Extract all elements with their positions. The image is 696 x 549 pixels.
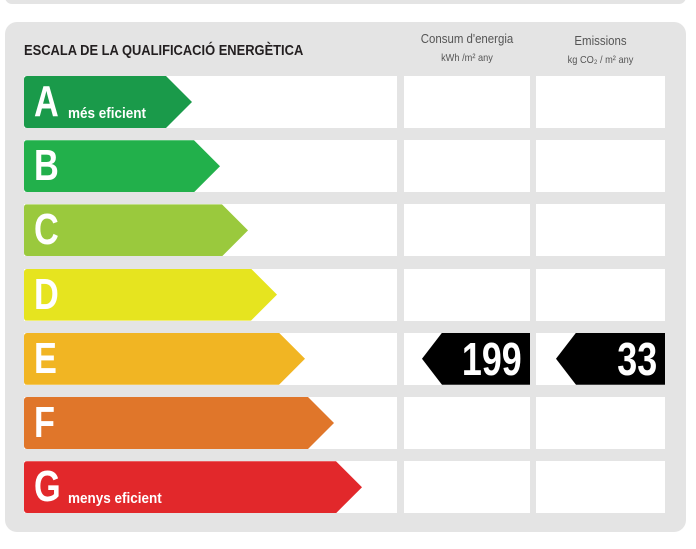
rating-letter: D (34, 269, 59, 319)
consumption-cell (404, 76, 530, 128)
previous-panel-edge (5, 0, 686, 4)
consumption-cell (404, 268, 530, 321)
consumption-value-badge: 199 (422, 332, 530, 385)
consumption-value: 199 (462, 332, 522, 385)
rating-letter: B (34, 141, 59, 191)
rating-letter: A (34, 77, 59, 126)
consumption-cell (404, 204, 530, 257)
emissions-cell (536, 268, 665, 321)
emissions-cell (536, 461, 665, 514)
page-title: ESCALA DE LA QUALIFICACIÓ ENERGÈTICA (24, 42, 304, 59)
consumption-unit: kWh /m² any (441, 52, 493, 64)
consumption-cell (404, 397, 530, 449)
emissions-header: Emissions kg CO₂ / m² any (544, 33, 658, 68)
emissions-cell (536, 397, 665, 449)
emissions-label: Emissions (574, 33, 627, 48)
consumption-label: Consum d'energia (420, 31, 514, 46)
emissions-unit: kg CO₂ / m² any (567, 54, 634, 66)
emissions-cell (536, 140, 665, 193)
emissions-value: 33 (617, 332, 657, 385)
consumption-header: Consum d'energia kWh /m² any (412, 31, 523, 66)
consumption-cell (404, 461, 530, 514)
rating-arrow-e: E (24, 333, 305, 385)
emissions-cell (536, 76, 665, 128)
rating-arrow-g: G menys eficient (24, 461, 362, 513)
consumption-cell (404, 140, 530, 193)
emissions-cell (536, 204, 665, 257)
rating-arrow-c: C (24, 204, 248, 256)
rating-label: menys eficient (68, 490, 162, 508)
rating-arrow-a: A més eficient (24, 76, 192, 128)
rating-arrow-f: F (24, 397, 334, 449)
rating-label: més eficient (68, 105, 147, 122)
rating-letter: G (34, 462, 61, 512)
emissions-value-badge: 33 (556, 332, 665, 385)
rating-letter: F (34, 398, 55, 447)
rating-arrow-d: D (24, 269, 277, 321)
rating-arrow-b: B (24, 140, 220, 192)
rating-letter: C (34, 205, 59, 255)
rating-letter: E (34, 333, 57, 383)
